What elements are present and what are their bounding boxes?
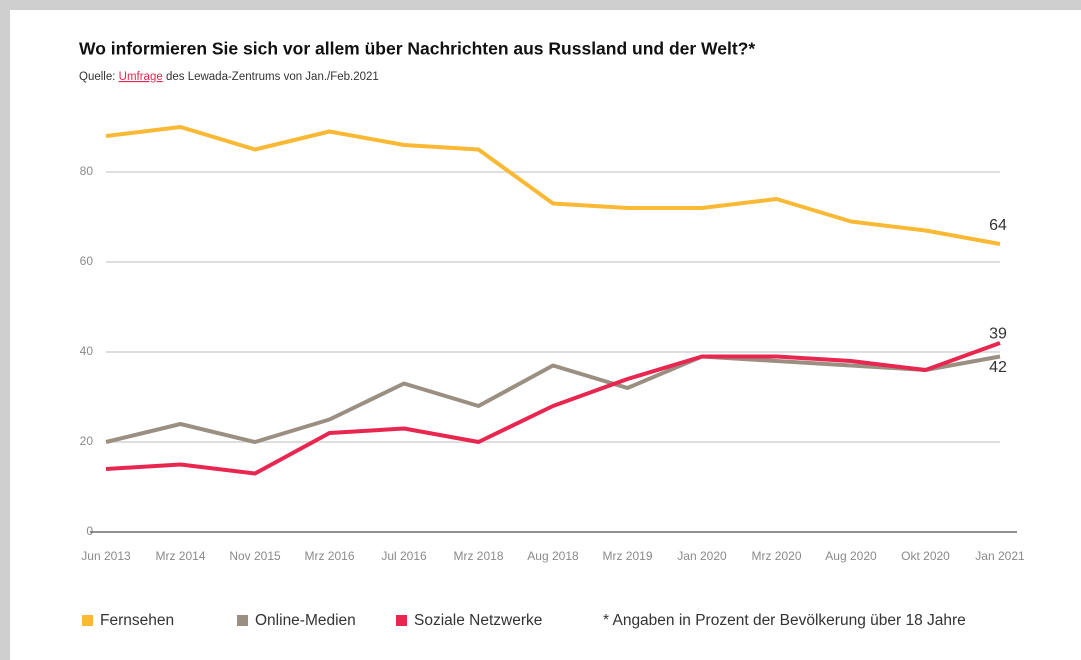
x-tick-label: Aug 2020 <box>825 549 877 563</box>
legend-swatch <box>237 615 248 626</box>
y-tick-label: 20 <box>80 434 94 448</box>
y-tick-label: 40 <box>80 344 94 358</box>
subtitle-prefix: Quelle: <box>79 71 115 83</box>
end-value-label: 64 <box>989 217 1007 234</box>
x-tick-label: Okt 2020 <box>901 549 950 563</box>
subtitle: Quelle: Umfrage des Lewada-Zentrums von … <box>79 71 379 83</box>
series-line <box>105 341 1001 476</box>
x-tick-label: Mrz 2019 <box>602 549 652 563</box>
footnote: * Angaben in Prozent der Bevölkerung übe… <box>603 612 966 629</box>
x-tick-label: Jan 2020 <box>677 549 727 563</box>
x-tick-label: Aug 2018 <box>527 549 579 563</box>
legend-label: Fernsehen <box>100 612 174 629</box>
y-tick-label: 80 <box>80 164 94 178</box>
x-tick-label: Nov 2015 <box>229 549 281 563</box>
legend-swatch <box>396 615 407 626</box>
x-tick-label: Mrz 2014 <box>155 549 205 563</box>
x-tick-label: Jul 2016 <box>381 549 427 563</box>
x-tick-label: Mrz 2016 <box>304 549 354 563</box>
y-tick-label: 0 <box>86 524 93 538</box>
y-tick-label: 60 <box>80 254 94 268</box>
subtitle-suffix: des Lewada-Zentrums von Jan./Feb.2021 <box>166 71 379 83</box>
legend-swatch <box>82 615 93 626</box>
end-value-label: 42 <box>989 359 1007 376</box>
x-tick-label: Mrz 2020 <box>751 549 801 563</box>
end-value-label: 39 <box>989 326 1007 343</box>
x-tick-label: Jun 2013 <box>81 549 131 563</box>
chart-title: Wo informieren Sie sich vor allem über N… <box>79 39 755 59</box>
panel <box>10 10 1081 660</box>
x-tick-label: Jan 2021 <box>975 549 1025 563</box>
legend-label: Online-Medien <box>255 612 356 629</box>
series-line <box>105 125 1001 246</box>
legend-label: Soziale Netzwerke <box>414 612 542 629</box>
x-tick-label: Mrz 2018 <box>453 549 503 563</box>
series-line <box>105 354 1001 444</box>
source-link[interactable]: Umfrage <box>119 71 163 83</box>
